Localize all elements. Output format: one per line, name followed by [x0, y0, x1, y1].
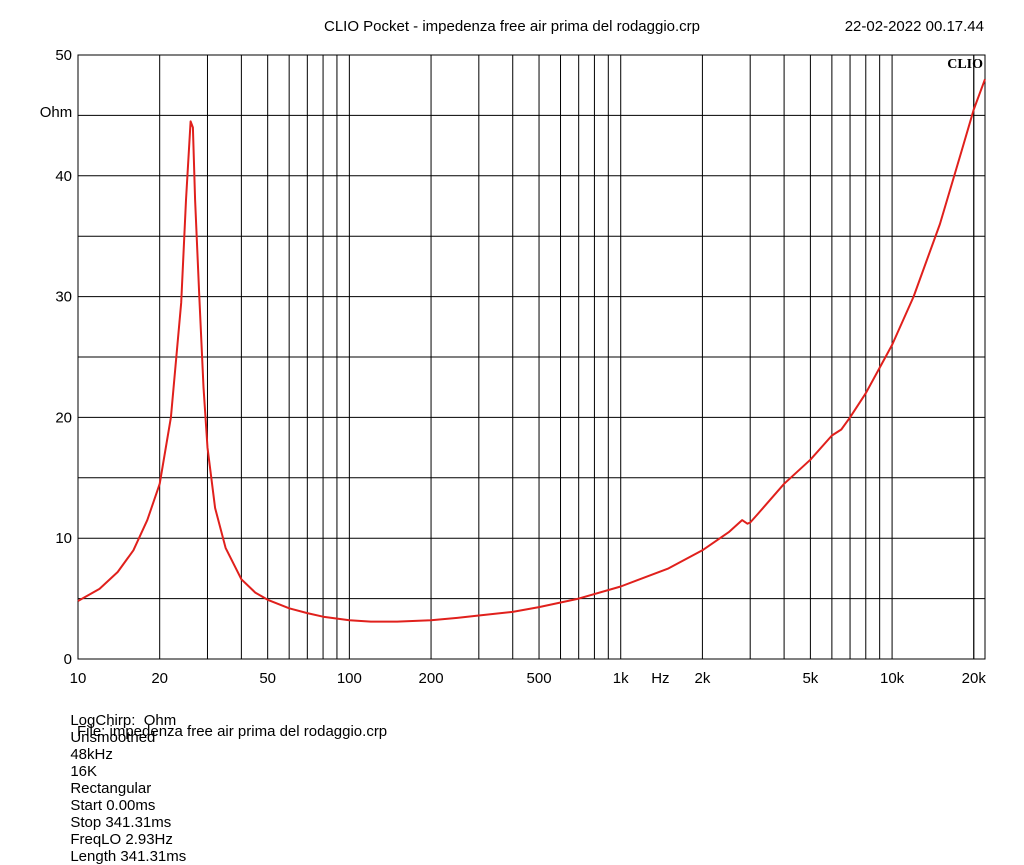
chart-title: CLIO Pocket - impedenza free air prima d… — [323, 18, 700, 35]
clio-logo: CLIO — [947, 57, 983, 72]
y-tick-label: 50 — [55, 47, 72, 64]
param-length: Length 341.31ms — [70, 848, 187, 865]
param-freqlo: FreqLO 2.93Hz — [70, 831, 173, 848]
param-window: Rectangular — [70, 780, 152, 797]
x-tick-label: 10 — [70, 670, 87, 687]
param-smoothing: Unsmoothed — [70, 729, 156, 746]
x-tick-label: 2k — [694, 670, 710, 687]
measurement-parameters: LogChirp: Ohm Unsmoothed 48kHz 16K Recta… — [62, 695, 198, 865]
y-tick-label: 0 — [64, 651, 72, 668]
x-tick-label: 100 — [337, 670, 362, 687]
file-name: File: impedenza free air prima del rodag… — [77, 723, 388, 740]
param-mode: LogChirp: Ohm — [70, 712, 177, 729]
chart-grid — [77, 54, 986, 660]
series-line-impedance — [77, 78, 986, 623]
x-tick-label: 5k — [802, 670, 818, 687]
x-tick-label: 200 — [419, 670, 444, 687]
x-axis-label: Hz — [651, 670, 669, 687]
param-sample-rate: 48kHz — [70, 746, 113, 763]
y-tick-labels: 0 10 20 30 40 50 — [55, 47, 72, 668]
x-tick-label: 20 — [151, 670, 168, 687]
timestamp: 22-02-2022 00.17.44 — [844, 18, 984, 35]
x-tick-label: 500 — [527, 670, 552, 687]
x-tick-label: 1k — [613, 670, 629, 687]
y-tick-label: 10 — [55, 530, 72, 547]
param-size: 16K — [70, 763, 98, 780]
param-stop: Stop 341.31ms — [70, 814, 172, 831]
y-tick-label: 40 — [55, 168, 72, 185]
y-axis-label: Ohm — [40, 104, 73, 121]
x-tick-label: 10k — [880, 670, 905, 687]
param-start: Start 0.00ms — [70, 797, 156, 814]
series-group — [77, 78, 986, 623]
x-tick-label: 50 — [259, 670, 276, 687]
y-tick-label: 30 — [55, 289, 72, 306]
plot-frame — [77, 54, 986, 660]
x-tick-label: 20k — [962, 670, 987, 687]
y-tick-label: 20 — [55, 409, 72, 426]
x-tick-labels: 10 20 50 100 200 500 1k 2k 5k 10k 20k — [70, 670, 987, 687]
